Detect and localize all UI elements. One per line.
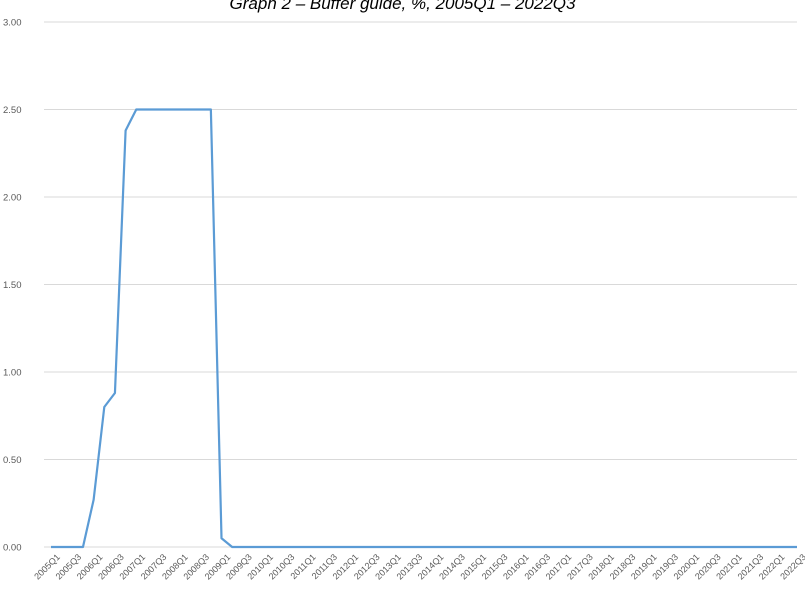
y-tick-label: 2.50 — [3, 105, 22, 116]
y-tick-label: 2.00 — [3, 193, 22, 204]
series-line-0 — [51, 108, 797, 549]
y-tick-label: 0.50 — [3, 455, 22, 466]
y-tick-label: 1.50 — [3, 280, 22, 291]
y-tick-label: 3.00 — [3, 18, 22, 29]
series-layer — [51, 108, 797, 549]
y-tick-label: 1.00 — [3, 368, 22, 379]
y-tick-label: 0.00 — [3, 543, 22, 554]
x-axis-tick-labels: 2005Q12005Q32006Q12006Q32007Q12007Q32008… — [32, 552, 805, 582]
chart-title: Graph 2 – Buffer guide, %, 2005Q1 – 2022… — [229, 0, 576, 13]
y-axis-tick-labels: 0.00 0.50 1.00 1.50 2.00 2.50 3.00 — [3, 18, 22, 554]
grid-lines — [44, 21, 797, 548]
